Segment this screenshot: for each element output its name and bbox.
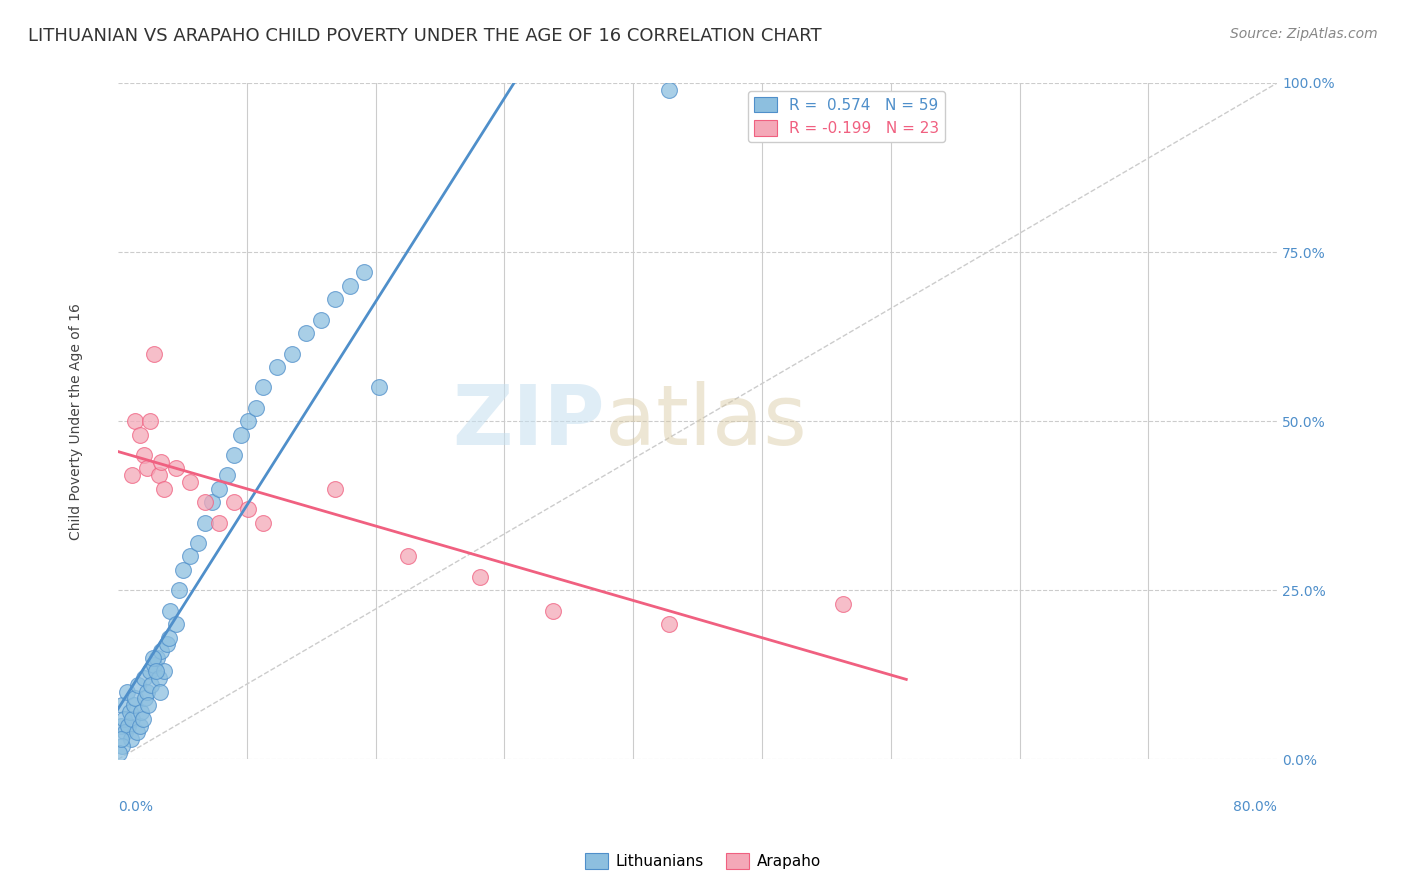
Point — [153, 665, 176, 679]
Point — [309, 312, 332, 326]
Point — [118, 705, 141, 719]
Point — [172, 563, 194, 577]
Point — [194, 495, 217, 509]
Point — [396, 549, 419, 564]
Point — [323, 482, 346, 496]
Point — [111, 739, 134, 753]
Point — [156, 637, 179, 651]
Point — [124, 691, 146, 706]
Point — [149, 684, 172, 698]
Point — [145, 665, 167, 679]
Point — [194, 516, 217, 530]
Point — [165, 617, 187, 632]
Point — [222, 495, 245, 509]
Point — [353, 265, 375, 279]
Point — [187, 536, 209, 550]
Point — [229, 427, 252, 442]
Point — [135, 684, 157, 698]
Point — [141, 678, 163, 692]
Point — [831, 597, 853, 611]
Point — [148, 671, 170, 685]
Point — [132, 448, 155, 462]
Point — [208, 482, 231, 496]
Point — [128, 718, 150, 732]
Point — [108, 746, 131, 760]
Point — [470, 570, 492, 584]
Point — [120, 732, 142, 747]
Point — [159, 603, 181, 617]
Legend: R =  0.574   N = 59, R = -0.199   N = 23: R = 0.574 N = 59, R = -0.199 N = 23 — [748, 91, 945, 143]
Point — [142, 651, 165, 665]
Point — [128, 427, 150, 442]
Point — [252, 516, 274, 530]
Point — [124, 414, 146, 428]
Point — [201, 495, 224, 509]
Point — [135, 461, 157, 475]
Point — [129, 705, 152, 719]
Point — [252, 380, 274, 394]
Point — [138, 698, 160, 713]
Point — [132, 671, 155, 685]
Point — [134, 691, 156, 706]
Point — [143, 346, 166, 360]
Point — [110, 732, 132, 747]
Point — [165, 461, 187, 475]
Point — [238, 414, 260, 428]
Point — [541, 603, 564, 617]
Text: Source: ZipAtlas.com: Source: ZipAtlas.com — [1230, 27, 1378, 41]
Y-axis label: Child Poverty Under the Age of 16: Child Poverty Under the Age of 16 — [69, 302, 83, 540]
Point — [658, 617, 681, 632]
Point — [146, 651, 169, 665]
Point — [150, 455, 173, 469]
Point — [121, 712, 143, 726]
Point — [281, 346, 304, 360]
Point — [153, 482, 176, 496]
Point — [111, 698, 134, 713]
Point — [148, 468, 170, 483]
Point — [323, 293, 346, 307]
Point — [125, 725, 148, 739]
Text: LITHUANIAN VS ARAPAHO CHILD POVERTY UNDER THE AGE OF 16 CORRELATION CHART: LITHUANIAN VS ARAPAHO CHILD POVERTY UNDE… — [28, 27, 821, 45]
Point — [245, 401, 267, 415]
Point — [658, 83, 681, 97]
Point — [208, 516, 231, 530]
Point — [122, 698, 145, 713]
Point — [131, 712, 153, 726]
Point — [117, 718, 139, 732]
Point — [179, 549, 201, 564]
Point — [115, 684, 138, 698]
Point — [127, 678, 149, 692]
Point — [121, 468, 143, 483]
Text: 0.0%: 0.0% — [118, 800, 153, 814]
Point — [238, 502, 260, 516]
Point — [139, 414, 162, 428]
Point — [367, 380, 389, 394]
Point — [295, 326, 318, 341]
Legend: Lithuanians, Arapaho: Lithuanians, Arapaho — [579, 847, 827, 875]
Point — [112, 712, 135, 726]
Point — [222, 448, 245, 462]
Text: 80.0%: 80.0% — [1233, 800, 1277, 814]
Point — [266, 359, 288, 374]
Point — [215, 468, 238, 483]
Text: atlas: atlas — [605, 381, 807, 462]
Point — [139, 665, 162, 679]
Text: ZIP: ZIP — [453, 381, 605, 462]
Point — [150, 644, 173, 658]
Point — [110, 718, 132, 732]
Point — [167, 583, 190, 598]
Point — [157, 631, 180, 645]
Point — [114, 725, 136, 739]
Point — [339, 278, 361, 293]
Point — [179, 475, 201, 489]
Point — [143, 657, 166, 672]
